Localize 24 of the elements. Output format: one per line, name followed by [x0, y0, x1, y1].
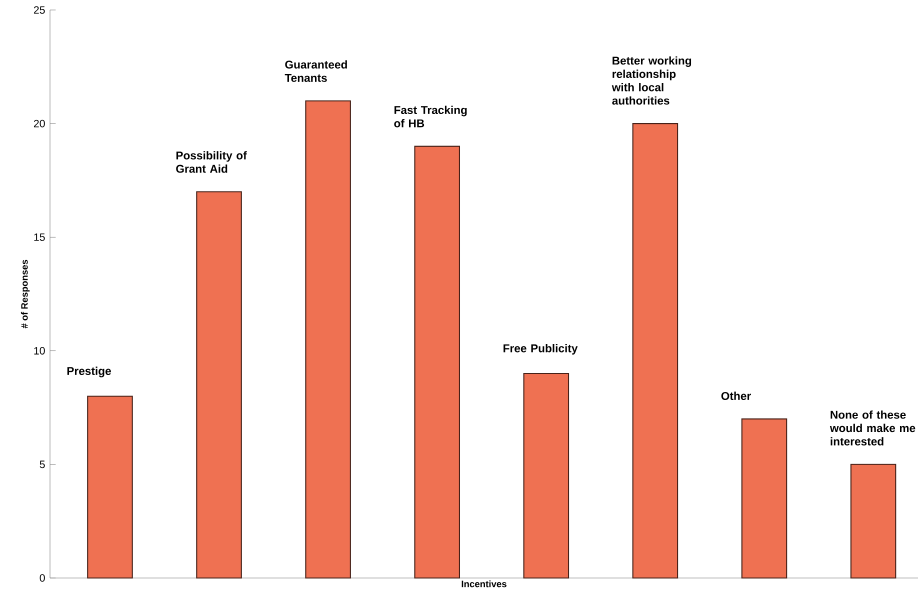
x-tick-label: Possibility of Grant Aid — [176, 151, 247, 173]
x-tick-label: Guaranteed Tenants — [284, 60, 347, 82]
x-tick-label: Free Publicity — [504, 344, 578, 355]
bar — [632, 123, 678, 579]
y-tick-label: 15 — [34, 233, 45, 241]
x-axis-title: Incentives — [462, 580, 506, 588]
bar — [741, 418, 788, 579]
bar — [414, 146, 460, 579]
x-tick-label: None of these would make me interested — [830, 410, 916, 446]
bar — [523, 372, 570, 579]
y-tick-label: 25 — [34, 6, 45, 14]
y-tick-label: 0 — [40, 574, 45, 582]
y-tick-label: 5 — [40, 460, 45, 468]
bar — [87, 396, 133, 579]
x-tick-label: Fast Tracking of HB — [394, 106, 467, 128]
y-axis-title: # of Responses — [20, 260, 30, 328]
bar — [305, 100, 351, 579]
x-tick-label: Other — [721, 392, 751, 400]
x-tick-label: Better working relationship with local authorities — [612, 56, 692, 105]
x-tick-label: Prestige — [67, 366, 111, 378]
y-tick-label: 20 — [34, 120, 45, 128]
bar — [196, 191, 242, 579]
y-tick-label: 10 — [34, 347, 45, 355]
bar — [850, 464, 896, 579]
